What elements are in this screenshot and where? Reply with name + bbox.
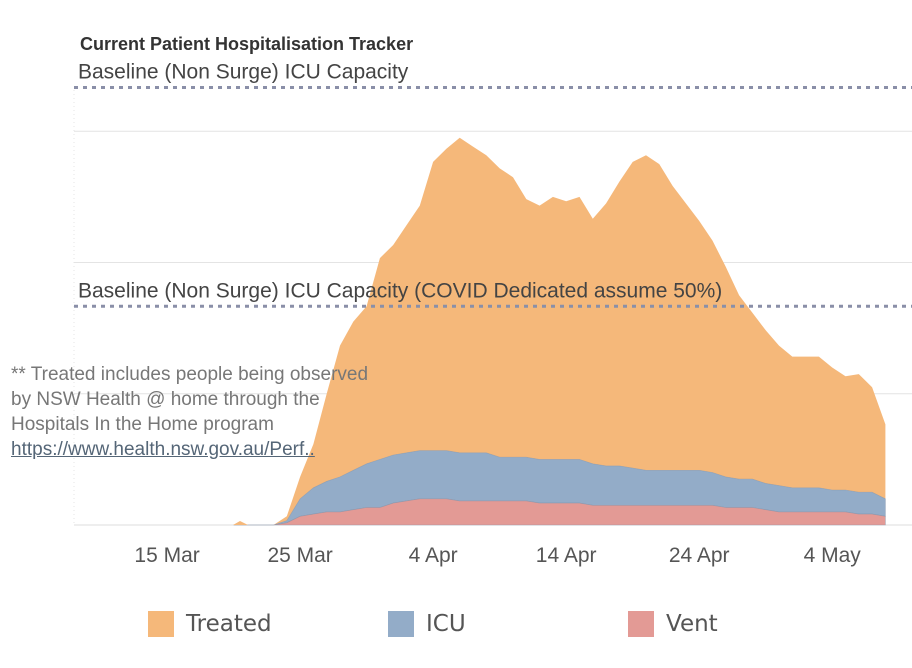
x-tick-label: 4 May xyxy=(804,544,862,567)
legend-item-vent[interactable]: Vent xyxy=(628,611,718,637)
legend-swatch-treated xyxy=(148,611,174,637)
reference-line-label-1: Baseline (Non Surge) ICU Capacity (COVID… xyxy=(78,279,722,302)
footnote-link[interactable]: https://www.health.nsw.gov.au/Perf.. xyxy=(11,439,315,460)
legend-item-treated[interactable]: Treated xyxy=(148,611,272,637)
area-treated-early xyxy=(233,521,248,525)
footnote-text: ** Treated includes people being observe… xyxy=(11,364,369,435)
x-tick-label: 15 Mar xyxy=(134,544,199,567)
legend-label-vent: Vent xyxy=(666,611,718,637)
x-tick-label: 24 Apr xyxy=(669,544,730,567)
legend-label-icu: ICU xyxy=(426,611,466,637)
chart-title: Current Patient Hospitalisation Tracker xyxy=(80,34,414,54)
area-vent xyxy=(233,498,886,526)
reference-line-label-0: Baseline (Non Surge) ICU Capacity xyxy=(78,61,409,84)
chart-area: Baseline (Non Surge) ICU Capacity Baselin… xyxy=(73,61,912,567)
treated-footnote: ** Treated includes people being observe… xyxy=(11,362,371,462)
legend-swatch-vent xyxy=(628,611,654,637)
legend: Treated ICU Vent xyxy=(0,611,912,641)
x-tick-label: 4 Apr xyxy=(409,544,458,567)
x-tick-label: 14 Apr xyxy=(536,544,597,567)
legend-item-icu[interactable]: ICU xyxy=(388,611,466,637)
legend-label-treated: Treated xyxy=(186,611,272,637)
x-tick-label: 25 Mar xyxy=(267,544,332,567)
area-treated xyxy=(233,137,886,526)
legend-swatch-icu xyxy=(388,611,414,637)
